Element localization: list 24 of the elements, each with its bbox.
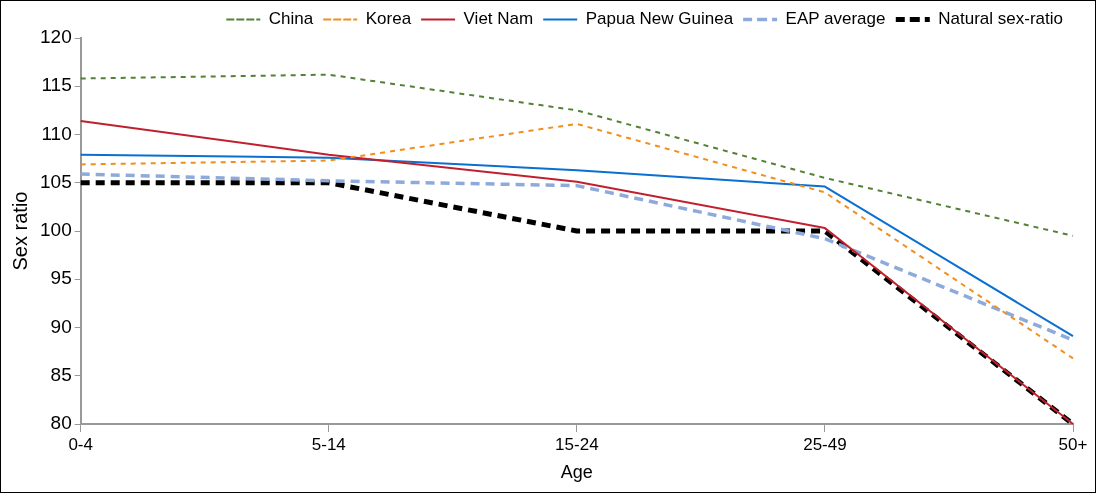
line-series — [79, 73, 1074, 237]
y-tick-label: 115 — [41, 74, 72, 96]
y-tick-label: 120 — [40, 26, 72, 48]
legend-label: EAP average — [785, 9, 886, 29]
y-tick-label: 95 — [50, 267, 72, 289]
x-tick-label: 0-4 — [68, 434, 93, 454]
x-tick-label: 50+ — [1058, 434, 1088, 454]
x-tick-label: 5-14 — [311, 434, 346, 454]
y-tick-label: 90 — [50, 315, 72, 337]
x-tick-label: 15-24 — [555, 434, 599, 454]
y-axis-title: Sex ratio — [8, 191, 31, 271]
y-tick-label: 85 — [50, 363, 72, 385]
y-tick-label: 100 — [40, 219, 72, 241]
y-tick-label: 105 — [40, 170, 72, 192]
legend-label: Papua New Guinea — [585, 9, 734, 29]
y-tick-label: 80 — [50, 412, 72, 434]
legend-label: Natural sex-ratio — [938, 9, 1064, 29]
line-series — [79, 122, 1074, 360]
legend-label: Korea — [365, 9, 412, 29]
legend-label: Viet Nam — [463, 9, 534, 29]
y-tick-label: 110 — [41, 122, 72, 144]
x-tick-label: 25-49 — [803, 434, 847, 454]
legend-label: China — [268, 9, 314, 29]
x-axis-title: Age — [560, 462, 593, 483]
